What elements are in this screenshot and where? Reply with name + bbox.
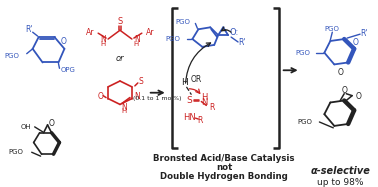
Text: O: O (97, 92, 103, 101)
Text: up to 98%: up to 98% (317, 178, 364, 187)
Text: Double Hydrogen Bonding: Double Hydrogen Bonding (160, 172, 288, 181)
Text: N: N (201, 98, 208, 107)
Text: (0.1 to 1 mol%): (0.1 to 1 mol%) (133, 96, 182, 101)
Text: OH: OH (21, 124, 32, 130)
Text: O: O (352, 39, 358, 47)
Text: O: O (337, 68, 343, 77)
Text: H: H (121, 108, 127, 114)
Text: HN: HN (183, 113, 196, 122)
Text: PGO: PGO (9, 149, 24, 155)
Text: or: or (116, 54, 124, 63)
Text: S: S (187, 96, 192, 105)
Text: H: H (201, 93, 208, 102)
Text: PGO: PGO (4, 53, 19, 59)
Text: not: not (216, 163, 232, 172)
Text: Ar: Ar (86, 28, 94, 37)
Text: Bronsted Acid/Base Catalysis: Bronsted Acid/Base Catalysis (153, 154, 295, 163)
Text: N: N (121, 103, 127, 112)
Text: PGO: PGO (297, 119, 313, 125)
Text: O:: O: (229, 28, 239, 37)
Text: H: H (181, 79, 188, 88)
Text: S: S (117, 17, 122, 26)
Text: O: O (341, 86, 347, 95)
Text: Ar: Ar (146, 28, 154, 37)
Text: PGO: PGO (325, 26, 340, 32)
Text: PGO: PGO (296, 50, 310, 56)
Text: R: R (209, 103, 215, 112)
Text: H: H (101, 41, 106, 47)
Text: N: N (134, 35, 139, 44)
Text: O: O (60, 37, 67, 46)
Text: H: H (134, 41, 139, 47)
Text: PGO: PGO (175, 19, 191, 25)
Text: α-selective: α-selective (310, 166, 370, 176)
Text: R': R' (238, 39, 246, 47)
Text: O: O (355, 92, 361, 101)
Text: OPG: OPG (60, 67, 75, 73)
Text: R': R' (360, 29, 368, 38)
Text: O: O (49, 119, 54, 128)
Text: N: N (100, 35, 106, 44)
Text: OR: OR (191, 75, 202, 84)
Text: R': R' (25, 25, 33, 34)
Text: S: S (138, 77, 143, 86)
Text: PGO: PGO (166, 36, 181, 42)
Text: R: R (198, 116, 203, 125)
Text: N: N (134, 92, 140, 101)
